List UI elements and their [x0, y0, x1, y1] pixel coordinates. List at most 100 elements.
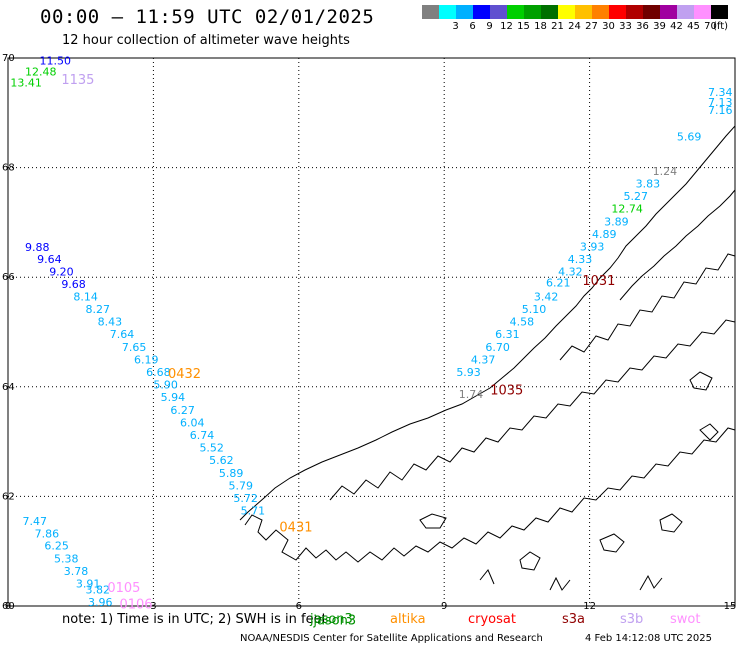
wave-height-label: 3.82 — [86, 584, 111, 597]
y-tick-label: 66 — [2, 272, 15, 283]
legend-swatch — [439, 5, 456, 19]
legend-swatch — [558, 5, 575, 19]
wave-height-label: 3.96 — [88, 596, 113, 609]
wave-height-label: 4.32 — [558, 266, 583, 279]
legend-label: 12 — [500, 21, 513, 32]
y-tick-label: 62 — [2, 491, 15, 502]
inland-lake-1 — [419, 513, 447, 529]
legend-label: 3 — [452, 21, 459, 32]
wave-height-label: 9.88 — [25, 241, 50, 254]
wave-height-label: 8.14 — [73, 290, 98, 303]
legend-swatch — [422, 5, 439, 19]
wave-height-label: 1.24 — [653, 165, 678, 178]
wave-height-label: 7.47 — [23, 515, 48, 528]
x-tick-label: 0 — [5, 601, 11, 612]
wave-height-label: 6.31 — [495, 328, 519, 341]
legend-label: 39 — [653, 21, 666, 32]
wave-height-label: 4.89 — [592, 228, 617, 241]
wave-height-label: 5.10 — [522, 303, 547, 316]
legend-swatch — [524, 5, 541, 19]
wave-height-label: 5.93 — [456, 366, 481, 379]
legend-swatch — [626, 5, 643, 19]
legend-swatch — [507, 5, 524, 19]
legend-unit: (ft) — [712, 21, 729, 32]
legend-swatch — [575, 5, 592, 19]
legend-swatch — [694, 5, 711, 19]
x-tick-label: 3 — [150, 601, 156, 612]
y-tick-label: 68 — [2, 163, 15, 174]
legend-swatch — [473, 5, 490, 19]
legend-swatch — [677, 5, 694, 19]
y-tick-label: 60 — [2, 601, 15, 612]
fjord-coast-mid — [329, 319, 736, 501]
satellite-legend-s3b: s3b — [620, 612, 644, 627]
inland-lake-4 — [659, 513, 683, 533]
wave-height-label: 13.41 — [10, 77, 42, 90]
fjord-coast-south — [244, 427, 736, 563]
inland-lake-6 — [699, 423, 719, 441]
legend-swatch — [711, 5, 728, 19]
wave-height-label: 6.74 — [190, 429, 215, 442]
pass-id-label: 1135 — [61, 73, 94, 88]
legend-swatch — [541, 5, 558, 19]
pass-id-label: 1031 — [582, 274, 615, 289]
wave-height-label: 12.74 — [611, 203, 643, 216]
wave-height-label: 3.83 — [636, 177, 661, 190]
legend-label: 18 — [534, 21, 547, 32]
wave-height-label: 9.64 — [37, 253, 62, 266]
wave-height-label: 5.79 — [229, 479, 254, 492]
legend-label: 24 — [568, 21, 581, 32]
wave-height-label: 4.37 — [471, 353, 496, 366]
legend-label: 30 — [602, 21, 615, 32]
wave-height-label: 5.72 — [233, 492, 258, 505]
satellite-legend-jason3: jason3 — [310, 612, 353, 627]
inland-river-3 — [479, 569, 495, 585]
wave-height-label: 5.27 — [624, 190, 649, 203]
wave-height-label: 12.48 — [25, 66, 57, 79]
wave-height-label: 6.25 — [44, 540, 69, 553]
norway-coastline — [239, 125, 736, 521]
axis-tick-labels: 0 3 6 9 12 15 70 68 66 64 62 60 — [2, 53, 736, 612]
wave-height-label: 7.13 — [708, 96, 733, 109]
map-subtitle: 12 hour collection of altimeter wave hei… — [62, 33, 350, 48]
wave-height-label: 11.50 — [40, 55, 72, 68]
wave-height-label: 3.78 — [64, 565, 88, 578]
wave-height-label: 6.19 — [134, 353, 159, 366]
wave-height-label: 4.33 — [568, 253, 593, 266]
satellite-legend-swot: swot — [670, 612, 701, 627]
wave-height-label: 9.20 — [49, 266, 74, 279]
legend-label: 33 — [619, 21, 632, 32]
wave-height-label: 6.04 — [180, 416, 205, 429]
wave-height-label: 5.38 — [54, 552, 79, 565]
wave-height-label: 7.65 — [122, 341, 147, 354]
wave-height-label: 3.89 — [604, 215, 629, 228]
inland-lake-3 — [599, 533, 625, 553]
pass-id-label: 0105 — [107, 581, 140, 596]
wave-height-label: 5.69 — [677, 130, 702, 143]
wave-height-label: 6.70 — [485, 341, 510, 354]
inland-lake-5 — [689, 371, 713, 391]
wave-height-label: 5.62 — [209, 454, 234, 467]
x-tick-label: 15 — [724, 601, 737, 612]
legend-label: 27 — [585, 21, 598, 32]
inland-river-2 — [639, 574, 663, 591]
wave-height-label: 6.27 — [170, 404, 195, 417]
wave-height-label: 3.42 — [534, 290, 559, 303]
satellite-legend-s3a: s3a — [562, 612, 586, 627]
legend-label: 9 — [486, 21, 493, 32]
pass-id-label: 0431 — [279, 521, 312, 536]
fjord-coast-far-north — [619, 189, 736, 301]
legend-swatch — [592, 5, 609, 19]
x-tick-label: 6 — [296, 601, 302, 612]
y-tick-label: 70 — [2, 53, 15, 64]
wave-height-label: 7.64 — [110, 328, 135, 341]
fjord-coast-north — [559, 253, 736, 361]
wave-height-label: 9.68 — [61, 278, 86, 291]
wave-height-label: 5.90 — [153, 379, 178, 392]
wave-height-label: 4.58 — [510, 316, 535, 329]
wave-height-label: 8.27 — [86, 303, 111, 316]
legend-label: 6 — [469, 21, 476, 32]
legend-swatch — [609, 5, 626, 19]
